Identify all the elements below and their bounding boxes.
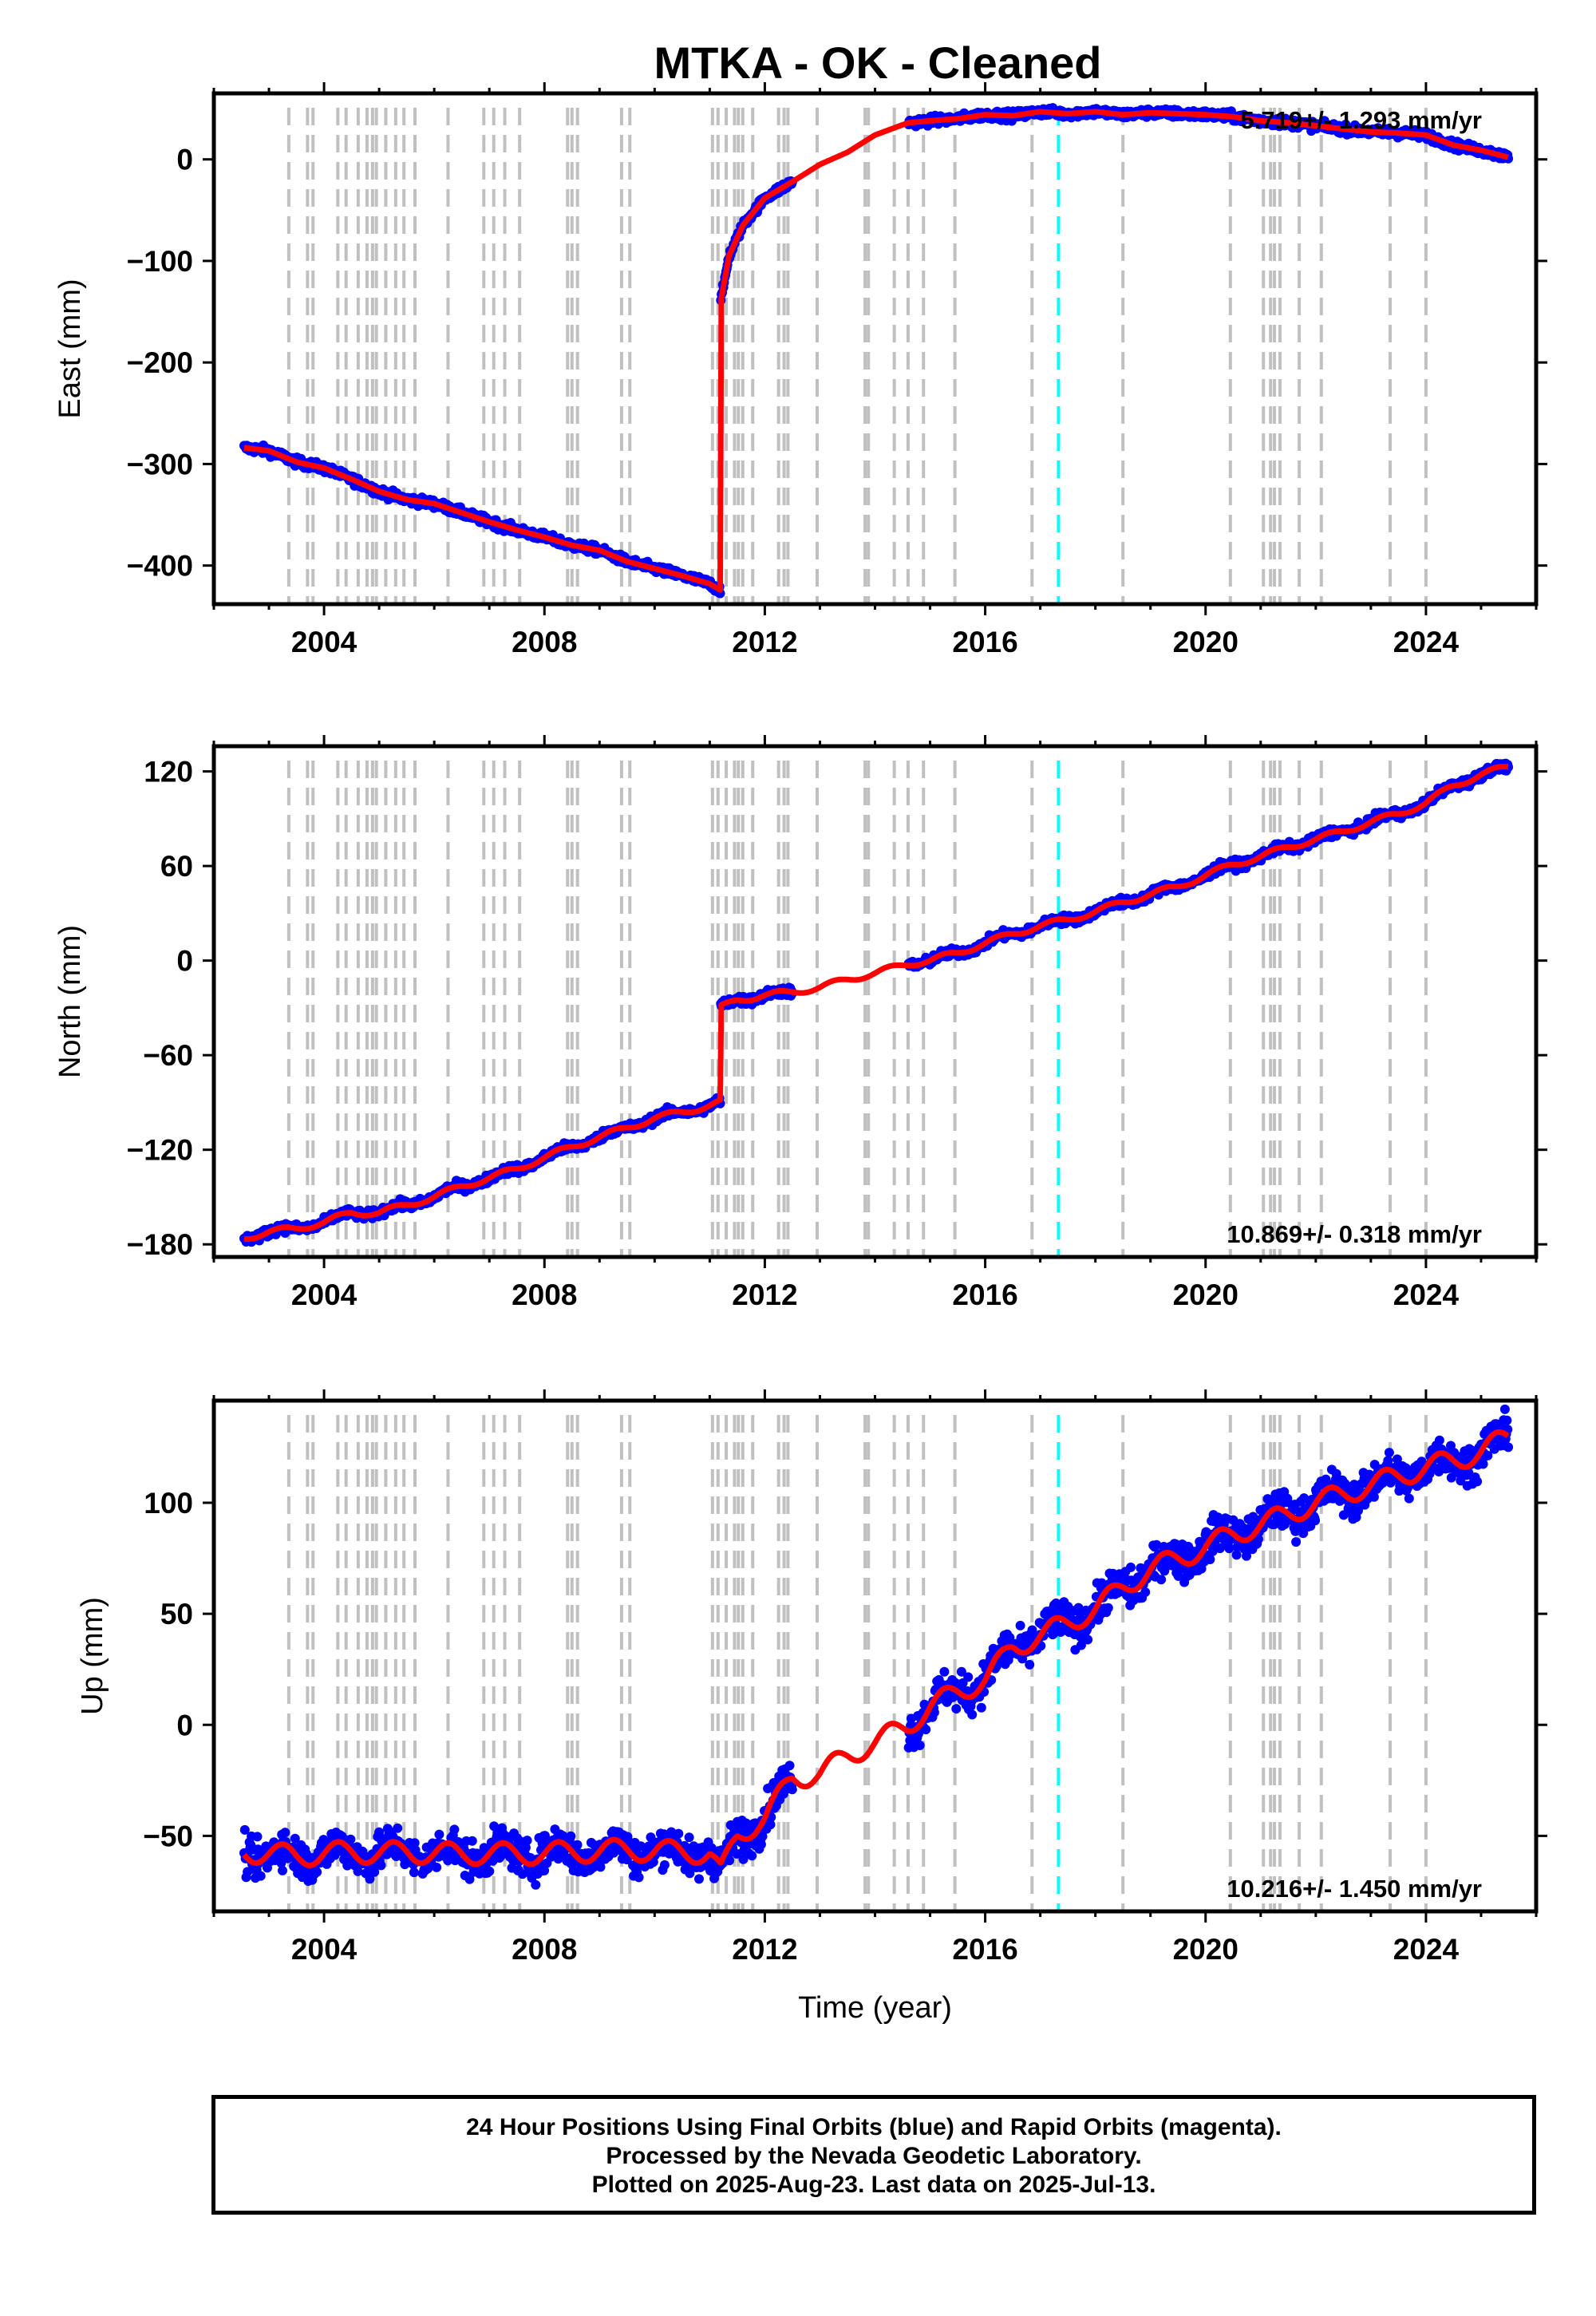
y-tick-label: −60 <box>143 1039 193 1072</box>
model-line <box>242 109 1510 593</box>
plot-frame <box>211 744 1539 1259</box>
y-tick-label: −120 <box>127 1134 193 1167</box>
data-point <box>484 1866 495 1876</box>
data-point <box>409 1867 419 1878</box>
event-lines <box>286 108 1428 604</box>
rate-label: 10.869+/- 0.318 mm/yr <box>1227 1220 1482 1248</box>
data-point <box>280 1828 290 1838</box>
x-tick-label: 2024 <box>1393 1279 1460 1311</box>
data-point <box>1015 1620 1025 1630</box>
data-point <box>312 1867 322 1877</box>
data-point <box>1126 1562 1136 1572</box>
data-point <box>1083 1634 1093 1645</box>
data-point <box>1140 1587 1151 1597</box>
x-tick-label: 2008 <box>512 626 577 658</box>
data-point <box>634 1872 644 1883</box>
x-tick-label: 2020 <box>1173 626 1238 658</box>
y-tick-label: −180 <box>127 1228 193 1261</box>
x-tick-label: 2016 <box>952 1279 1017 1311</box>
rate-label: 5.719+/- 1.293 mm/yr <box>1241 106 1482 134</box>
data-point <box>432 1862 442 1872</box>
data-point <box>531 1879 541 1890</box>
plot-frame <box>211 91 1539 607</box>
data-point <box>939 1666 950 1677</box>
x-tick-label: 2004 <box>291 1279 358 1311</box>
y-tick-label: 0 <box>176 144 193 176</box>
y-tick-label: −400 <box>127 550 193 583</box>
x-tick-label: 2020 <box>1173 1279 1238 1311</box>
model-line <box>242 764 1510 1242</box>
data-point <box>963 1672 974 1682</box>
event-lines <box>286 1415 1428 1911</box>
y-tick-label: −100 <box>127 245 193 278</box>
data-point <box>684 1832 694 1843</box>
data-point <box>566 1831 576 1841</box>
panel-east: 2004 2008 2012 2016 2020 2024 0 −100 −200 −300 −40… <box>53 82 1547 658</box>
data-point <box>278 1865 287 1875</box>
data-point <box>659 1860 670 1870</box>
data-point <box>376 1860 386 1871</box>
data-point <box>449 1824 460 1835</box>
x-tick-label: 2024 <box>1393 626 1460 658</box>
x-tick-label: 2012 <box>732 626 797 658</box>
x-tick-label: 2016 <box>952 626 1017 658</box>
x-tick-label: 2004 <box>291 626 358 658</box>
x-tick-label: 2012 <box>732 1279 797 1311</box>
panel-north: 2004 2008 2012 2016 2020 2024 120 60 0 −60 −120 −18… <box>53 735 1547 1311</box>
y-tick-label: 120 <box>144 756 193 788</box>
y-tick-label: −300 <box>127 448 193 480</box>
y-tick-label: 60 <box>160 850 193 883</box>
data-point <box>522 1836 532 1846</box>
y-tick-label: −200 <box>127 346 193 379</box>
data-point <box>756 1840 766 1850</box>
data-point <box>967 1709 978 1720</box>
data-point <box>747 1851 757 1861</box>
data-point <box>915 1741 925 1750</box>
panels: 2004 2008 2012 2016 2020 2024 0 −100 −200 −300 −40… <box>53 82 1547 2025</box>
data-point <box>255 1871 266 1881</box>
data-point <box>393 1823 403 1833</box>
data-point <box>784 1761 795 1771</box>
data-point <box>467 1836 477 1846</box>
data-point <box>572 1840 583 1850</box>
data-point <box>252 1832 263 1842</box>
data-point <box>1025 1659 1035 1670</box>
data-point <box>1103 1603 1113 1613</box>
data-point <box>346 1834 356 1844</box>
data-point <box>694 1874 704 1884</box>
y-axis-label: East (mm) <box>53 279 87 418</box>
data-point <box>674 1828 684 1839</box>
data-point <box>951 1704 962 1714</box>
y-axis-label: North (mm) <box>53 925 87 1078</box>
data-point <box>434 1829 444 1840</box>
data-point <box>976 1702 986 1713</box>
x-tick-label: 2008 <box>512 1279 577 1311</box>
y-tick-label: 0 <box>176 945 193 978</box>
figure-title: MTKA - OK - Cleaned <box>654 38 1101 88</box>
data-point <box>787 1784 797 1795</box>
